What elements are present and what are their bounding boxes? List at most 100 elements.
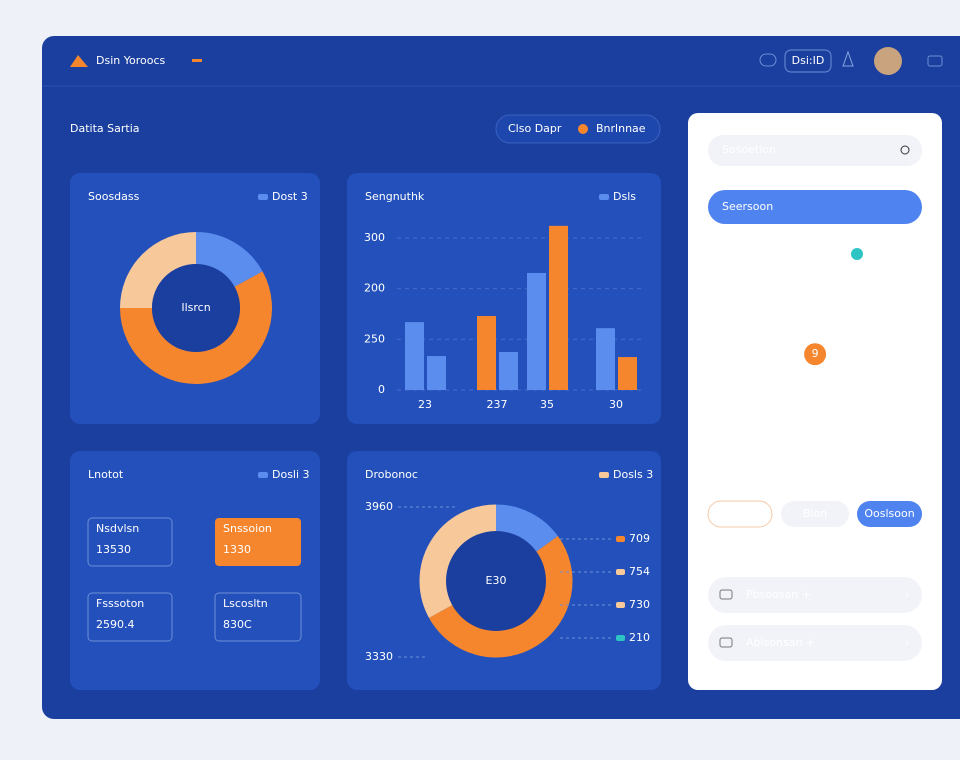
day[interactable]: 19 [874,347,888,360]
day[interactable]: 16 [775,375,789,388]
day[interactable]: 27 [808,430,822,443]
legend-swatch [616,536,625,542]
day[interactable]: 21 [841,430,855,443]
day[interactable]: 28 [906,402,920,415]
day[interactable]: 8 [877,320,884,333]
day[interactable]: 28 [841,402,855,415]
day[interactable]: 14 [743,375,757,388]
icon[interactable] [759,53,777,67]
stat-value: 13530 [96,543,131,556]
icon[interactable] [927,55,943,67]
day[interactable]: 4 [812,320,819,333]
weekday: So [906,270,920,283]
action-button[interactable] [781,501,849,527]
legend-label: Dosls 3 [613,468,653,481]
legend-swatch [599,194,609,200]
x-tick-label: 30 [609,398,623,411]
day[interactable]: 9 [844,320,851,333]
ring-value: 754 [629,565,650,578]
brand: Dsin Yoroocs [96,54,166,67]
stat-card[interactable] [87,592,173,642]
list-item[interactable] [708,577,922,613]
weekday: Ww [740,270,760,283]
day[interactable]: 7 [746,320,753,333]
brand-dot [192,59,202,62]
day[interactable]: 29 [874,430,888,443]
day[interactable]: 28 [775,430,789,443]
donut-center: Ilsrcn [181,301,210,314]
page-title: Datita Sartia [70,122,140,135]
day[interactable]: 29 [775,402,789,415]
day[interactable]: 17 [841,375,855,388]
day[interactable]: 7 [910,292,917,305]
day[interactable]: 2 [877,292,884,305]
ring-label: 3330 [365,650,393,663]
ring-label: 3960 [365,500,393,513]
toggle-option[interactable]: Bnrlnnae [596,122,646,135]
chevron: › [905,588,909,601]
day[interactable]: 12 [906,320,920,333]
primary-button[interactable] [708,190,922,224]
day[interactable]: 18 [743,402,757,415]
stat-card[interactable] [215,518,301,566]
day[interactable]: 19 [874,375,888,388]
day[interactable]: 6 [779,320,786,333]
weekday: Sb [874,270,888,283]
day[interactable]: 15 [710,375,724,388]
ring-value: 210 [629,631,650,644]
stat-label: Lscosltn [223,597,268,610]
logo [70,55,88,67]
day[interactable]: 27 [906,430,920,443]
y-tick-label: 300 [364,231,385,244]
day[interactable]: 4 [714,347,721,360]
bar [618,357,637,390]
panel-title: Soosdass [88,190,140,203]
x-tick-label: 237 [487,398,508,411]
header-button-label: Dsi:ID [792,54,825,67]
day[interactable]: 28 [808,402,822,415]
day[interactable]: 12 [710,402,724,415]
day[interactable]: 10 [906,347,920,360]
search-box[interactable] [708,135,922,166]
y-tick-label: 200 [364,282,385,295]
bar [499,352,518,390]
stat-card[interactable] [87,517,173,567]
day[interactable]: 29 [874,402,888,415]
header-button[interactable] [784,49,832,73]
day[interactable]: 2 [844,292,851,305]
toggle-dot [578,124,588,134]
list-item[interactable] [708,625,922,661]
day[interactable]: 3 [714,320,721,333]
day[interactable]: 8 [779,347,786,360]
action-button[interactable] [707,500,773,528]
bar [527,272,546,390]
day[interactable]: 17 [808,375,822,388]
bell-icon[interactable] [842,50,854,67]
donut-segment [428,536,573,658]
legend-label: Dost 3 [272,190,308,203]
action-button[interactable] [857,501,922,527]
legend-swatch [616,569,625,575]
panel-title: Sengnuthk [365,190,425,203]
panel-title: Lnotot [88,468,124,481]
avatar[interactable] [874,47,902,75]
toggle-option[interactable]: Clso Dapr [508,122,562,135]
action-label: Ooslsoon [864,507,914,520]
day[interactable]: 28 [710,430,724,443]
list-label: Ablsonsan + [746,636,815,649]
day[interactable]: 9 [812,347,819,360]
stat-card[interactable] [214,592,302,642]
donut-segment [419,504,497,618]
side-panel [688,113,942,690]
day[interactable]: 29 [743,430,757,443]
bar-panel [347,173,661,424]
day[interactable]: 10 [906,375,920,388]
day[interactable]: 20 [710,458,724,471]
day[interactable]: 8 [746,347,753,360]
day[interactable]: 1 [812,292,819,305]
x-tick-label: 23 [418,398,432,411]
day[interactable]: 16 [841,347,855,360]
legend-label: Dosli 3 [272,468,310,481]
stat-value: 830C [223,618,252,631]
